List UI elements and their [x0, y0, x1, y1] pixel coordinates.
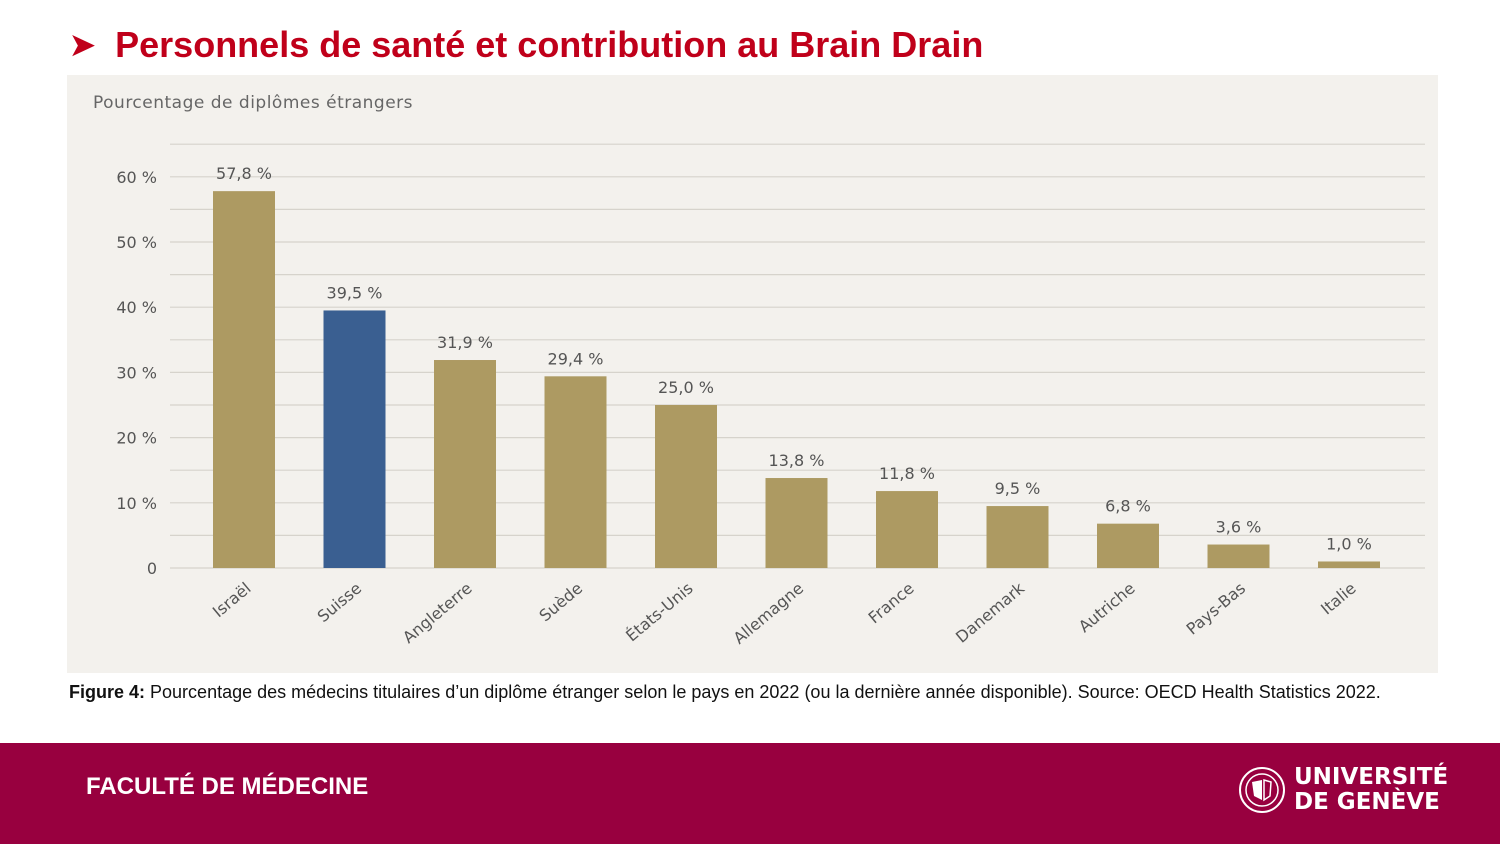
data-label: 3,6 % — [1216, 518, 1262, 537]
x-tick-label: Pays-Bas — [1183, 579, 1249, 639]
arrowhead-bullet-icon: ➤ — [70, 28, 96, 62]
faculty-name: FACULTÉ DE MÉDECINE — [86, 773, 369, 800]
bar-États-Unis — [655, 405, 717, 568]
y-tick-label: 40 % — [116, 298, 157, 317]
x-tick-label: Danemark — [952, 578, 1029, 647]
caption-text: Pourcentage des médecins titulaires d’un… — [150, 682, 1381, 702]
slide-title-text: Personnels de santé et contribution au B… — [115, 24, 984, 65]
slide-title: ➤ Personnels de santé et contribution au… — [70, 24, 983, 66]
data-label: 11,8 % — [879, 464, 935, 483]
bar-Autriche — [1097, 523, 1159, 568]
x-tick-label: Israël — [209, 579, 255, 622]
data-label: 13,8 % — [769, 451, 825, 470]
y-tick-label: 30 % — [116, 363, 157, 382]
data-label: 9,5 % — [995, 479, 1041, 498]
bar-Allemagne — [765, 478, 828, 568]
bar-France — [876, 491, 938, 568]
bar-Danemark — [986, 506, 1049, 568]
data-label: 6,8 % — [1105, 497, 1151, 516]
x-tick-label: Suisse — [314, 579, 365, 627]
y-tick-label: 50 % — [116, 233, 157, 252]
x-tick-label: États-Unis — [622, 579, 696, 646]
data-label: 31,9 % — [437, 333, 493, 352]
bar-chart: 0 10 % 20 % 30 % 40 % 50 % 60 % 57,8 % Israël 39,… — [116, 143, 1425, 648]
bar-Suisse — [323, 310, 386, 568]
bar-Suède — [544, 376, 607, 568]
data-label: 25,0 % — [658, 378, 714, 397]
y-tick-label: 60 % — [116, 168, 157, 187]
university-line1: UNIVERSITÉ — [1294, 764, 1449, 790]
university-logo: UNIVERSITÉ DE GENÈVE — [1238, 765, 1448, 815]
footer-bar: FACULTÉ DE MÉDECINE UNIVERSITÉ DE GENÈVE — [0, 743, 1500, 844]
x-tick-label: France — [865, 579, 918, 628]
bar-Italie — [1318, 561, 1380, 568]
chart-panel — [67, 75, 1438, 673]
x-tick-label: Suède — [535, 579, 586, 626]
x-tick-label: Angleterre — [399, 579, 476, 648]
bar-Pays-Bas — [1207, 544, 1270, 568]
y-tick-label: 10 % — [116, 494, 157, 513]
data-label: 57,8 % — [216, 164, 272, 183]
bar-Angleterre — [434, 360, 496, 568]
data-label: 1,0 % — [1326, 534, 1372, 553]
x-tick-label: Autriche — [1075, 579, 1139, 637]
university-line2: DE GENÈVE — [1294, 789, 1440, 815]
data-label: 39,5 % — [327, 283, 383, 302]
figure-caption: Figure 4: Pourcentage des médecins titul… — [69, 682, 1419, 702]
y-tick-label: 20 % — [116, 429, 157, 448]
x-tick-label: Italie — [1317, 579, 1359, 619]
chart-subtitle: Pourcentage de diplômes étrangers — [93, 93, 414, 113]
bar-Israël — [213, 191, 275, 569]
y-tick-label: 0 — [147, 559, 157, 578]
university-seal-icon — [1239, 767, 1285, 813]
data-label: 29,4 % — [548, 349, 604, 368]
x-tick-label: Allemagne — [730, 579, 807, 648]
caption-label: Figure 4: — [69, 682, 146, 702]
